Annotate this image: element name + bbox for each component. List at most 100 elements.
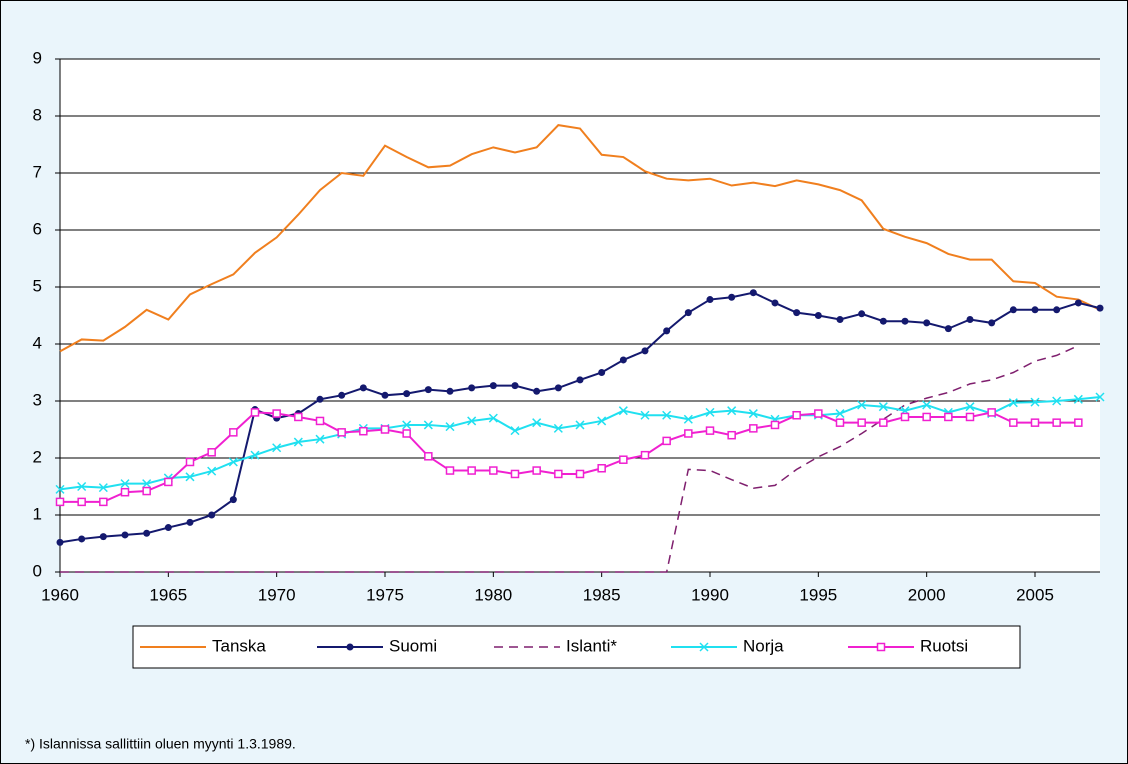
data-point bbox=[467, 466, 476, 475]
data-point bbox=[1009, 418, 1018, 427]
data-point bbox=[727, 406, 737, 416]
data-point bbox=[922, 400, 932, 410]
data-point bbox=[683, 414, 693, 424]
data-point bbox=[684, 309, 692, 317]
data-point bbox=[1052, 418, 1061, 427]
data-point bbox=[727, 430, 736, 440]
y-tick-label: 2 bbox=[33, 447, 42, 466]
data-point bbox=[987, 408, 996, 417]
data-point bbox=[293, 437, 303, 447]
data-point bbox=[380, 425, 390, 434]
legend-marker bbox=[876, 642, 886, 652]
data-point bbox=[359, 384, 367, 392]
data-point bbox=[1030, 397, 1040, 407]
data-point bbox=[164, 477, 173, 487]
data-point bbox=[120, 487, 130, 497]
data-point bbox=[814, 409, 823, 418]
y-tick-label: 9 bbox=[33, 48, 42, 67]
data-point bbox=[77, 481, 87, 492]
data-point bbox=[402, 420, 412, 430]
data-point bbox=[445, 466, 455, 475]
data-point bbox=[770, 420, 780, 430]
data-point bbox=[164, 524, 172, 532]
data-point bbox=[316, 395, 324, 403]
data-point bbox=[185, 472, 195, 482]
data-point bbox=[748, 409, 758, 419]
data-point bbox=[836, 315, 844, 323]
data-point bbox=[446, 387, 454, 395]
data-point bbox=[510, 469, 520, 479]
data-point bbox=[900, 412, 910, 422]
legend-label: Tanska bbox=[212, 636, 266, 655]
data-point bbox=[597, 416, 607, 426]
data-point bbox=[901, 317, 909, 325]
data-point bbox=[337, 428, 346, 437]
data-point bbox=[553, 423, 563, 433]
data-point bbox=[792, 411, 801, 420]
x-tick-label: 1970 bbox=[258, 585, 296, 604]
data-point bbox=[554, 384, 562, 392]
data-point bbox=[965, 402, 975, 412]
data-point bbox=[749, 424, 758, 433]
data-point bbox=[489, 382, 497, 390]
data-point bbox=[338, 391, 346, 399]
data-point bbox=[619, 455, 628, 464]
data-point bbox=[77, 497, 86, 507]
y-tick-label: 0 bbox=[33, 561, 42, 580]
data-point bbox=[402, 429, 411, 438]
y-tick-label: 8 bbox=[33, 105, 42, 124]
data-point bbox=[99, 533, 107, 541]
legend-marker bbox=[346, 643, 354, 651]
data-point bbox=[208, 511, 216, 519]
data-point bbox=[923, 319, 931, 327]
data-point bbox=[1073, 394, 1083, 404]
legend-label: Islanti* bbox=[566, 636, 617, 655]
data-point bbox=[749, 289, 757, 297]
data-point bbox=[185, 457, 195, 467]
data-point bbox=[1096, 304, 1104, 312]
data-point bbox=[944, 325, 952, 333]
data-point bbox=[142, 479, 152, 489]
data-point bbox=[55, 497, 65, 507]
y-tick-label: 6 bbox=[33, 219, 42, 238]
data-point bbox=[467, 416, 477, 426]
data-point bbox=[120, 479, 130, 489]
data-point bbox=[640, 450, 650, 460]
data-point bbox=[705, 426, 715, 435]
data-point bbox=[858, 310, 866, 318]
data-point bbox=[1095, 392, 1105, 402]
data-point bbox=[597, 464, 606, 473]
data-point bbox=[879, 317, 887, 325]
data-point bbox=[706, 296, 714, 304]
data-point bbox=[878, 402, 888, 412]
data-point bbox=[272, 409, 281, 418]
data-point bbox=[359, 426, 368, 436]
data-point bbox=[1074, 299, 1082, 307]
data-point bbox=[793, 309, 801, 317]
x-tick-label: 1965 bbox=[149, 585, 187, 604]
data-point bbox=[511, 382, 519, 390]
data-point bbox=[229, 496, 237, 504]
data-point bbox=[554, 469, 563, 479]
data-point bbox=[403, 390, 411, 398]
data-point bbox=[424, 386, 432, 394]
data-point bbox=[835, 409, 845, 419]
data-point bbox=[532, 466, 541, 475]
data-point bbox=[857, 418, 866, 427]
data-point bbox=[228, 457, 238, 467]
data-point bbox=[229, 428, 238, 437]
x-tick-label: 1995 bbox=[799, 585, 837, 604]
data-point bbox=[489, 466, 498, 475]
data-point bbox=[510, 426, 520, 436]
x-tick-label: 1975 bbox=[366, 585, 404, 604]
data-point bbox=[186, 518, 194, 526]
data-point bbox=[771, 299, 779, 307]
data-point bbox=[445, 422, 455, 432]
y-tick-label: 7 bbox=[33, 162, 42, 181]
legend-label: Ruotsi bbox=[920, 636, 968, 655]
data-point bbox=[207, 448, 216, 457]
data-point bbox=[423, 420, 433, 430]
footnote: *) Islannissa sallittiin oluen myynti 1.… bbox=[25, 736, 296, 752]
data-point bbox=[922, 412, 931, 422]
x-tick-label: 1985 bbox=[583, 585, 621, 604]
